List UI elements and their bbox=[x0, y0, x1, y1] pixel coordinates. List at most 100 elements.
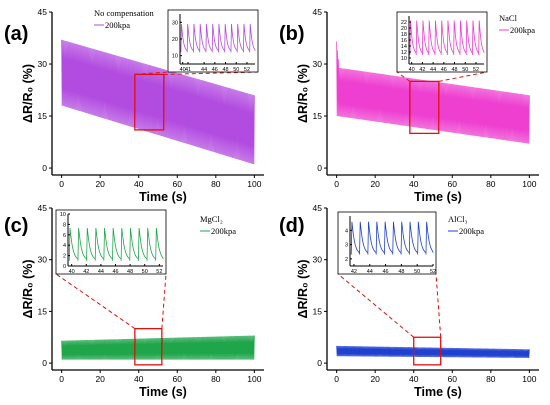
y-tick-label: 45 bbox=[38, 7, 48, 17]
inset-y-tick-label: 0 bbox=[63, 264, 66, 270]
x-tick-label: 100 bbox=[522, 179, 536, 189]
x-tick-label: 80 bbox=[211, 179, 221, 189]
y-tick-label: 30 bbox=[38, 255, 48, 265]
legend-series-label: 200kpa bbox=[211, 226, 236, 236]
inset-x-tick-label: 42 bbox=[83, 269, 89, 275]
x-tick-label: 0 bbox=[59, 179, 64, 189]
y-tick-label: 45 bbox=[313, 203, 323, 213]
inset-data-series bbox=[409, 20, 485, 56]
x-tick-label: 60 bbox=[173, 179, 183, 189]
data-series-200kpa bbox=[61, 335, 255, 360]
zoom-connector-left bbox=[337, 273, 415, 338]
x-tick-label: 100 bbox=[247, 374, 261, 384]
inset-data-series bbox=[350, 221, 434, 255]
inset-y-tick-label: 16 bbox=[401, 38, 407, 44]
zoom-connector-left bbox=[55, 273, 136, 330]
x-axis-title: Time (s) bbox=[139, 190, 187, 204]
y-tick-label: 30 bbox=[38, 59, 48, 69]
y-tick-label: 15 bbox=[38, 111, 48, 121]
inset-x-tick-label: 44 bbox=[201, 67, 207, 73]
x-tick-label: 20 bbox=[95, 179, 105, 189]
zoom-region-box bbox=[413, 336, 442, 366]
y-axis-title: ΔR/R₀ (%) bbox=[296, 259, 310, 318]
x-tick-label: 40 bbox=[134, 179, 144, 189]
inset-x-tick-label: 44 bbox=[98, 269, 104, 275]
y-tick-label: 45 bbox=[313, 7, 323, 17]
inset-y-tick-label: 22 bbox=[401, 20, 407, 26]
zoom-region-box bbox=[134, 73, 165, 131]
y-tick-label: 45 bbox=[38, 203, 48, 213]
y-tick-label: 0 bbox=[42, 358, 47, 368]
data-series-200kpa bbox=[336, 345, 530, 358]
y-axis-title: ΔR/R₀ (%) bbox=[21, 259, 35, 318]
inset-x-tick-label: 41 bbox=[185, 67, 191, 73]
chart-panel-b: 0 20 40 60 80 100 0 15 30 45 Time (s) ΔR/R₀ (%) (b) 4… bbox=[279, 7, 539, 204]
x-tick-label: 20 bbox=[370, 179, 380, 189]
inset-x-tick-label: 40 bbox=[69, 269, 75, 275]
inset-y-tick-label: 2 bbox=[345, 257, 348, 263]
inset-data-series bbox=[180, 23, 256, 53]
inset-y-tick-label: 14 bbox=[401, 44, 407, 50]
inset-y-tick-label: 12 bbox=[401, 50, 407, 56]
y-axis-title: ΔR/R₀ (%) bbox=[21, 64, 35, 123]
panel-label: (d) bbox=[279, 215, 305, 237]
x-tick-label: 40 bbox=[134, 374, 144, 384]
inset-y-tick-label: 3 bbox=[345, 243, 348, 249]
legend-series-label: 200kpa bbox=[105, 20, 130, 30]
y-tick-label: 15 bbox=[313, 306, 323, 316]
zoom-connector-right bbox=[438, 71, 488, 82]
inset-x-tick-label: 42 bbox=[419, 67, 425, 73]
inset-y-tick-label: 6 bbox=[63, 233, 66, 239]
inset-x-tick-label: 50 bbox=[142, 269, 148, 275]
x-axis-title: Time (s) bbox=[139, 385, 187, 399]
inset-chart: 42 44 46 48 50 52 2 3 4 bbox=[337, 211, 437, 275]
chart-panel-a: 0 20 40 60 80 100 0 15 30 45 Time (s) ΔR/R₀ (%) (a) 4… bbox=[4, 7, 264, 204]
inset-x-tick-label: 52 bbox=[473, 67, 479, 73]
inset-y-tick-label: 2 bbox=[63, 254, 66, 260]
legend: No compensation 200kpa bbox=[94, 8, 154, 30]
inset-x-tick-label: 50 bbox=[414, 269, 420, 275]
legend: AlCl₃ 200kpa bbox=[448, 214, 484, 236]
inset-y-tick-label: 10 bbox=[172, 54, 178, 60]
zoom-connector-right bbox=[435, 273, 442, 338]
x-axis-title: Time (s) bbox=[414, 190, 462, 204]
zoom-connector-right bbox=[161, 273, 167, 329]
x-tick-label: 40 bbox=[409, 374, 419, 384]
x-tick-label: 20 bbox=[370, 374, 380, 384]
inset-x-tick-label: 44 bbox=[367, 269, 373, 275]
inset-x-tick-label: 46 bbox=[212, 67, 218, 73]
inset-x-tick-label: 50 bbox=[233, 67, 239, 73]
inset-x-tick-label: 52 bbox=[430, 269, 436, 275]
inset-x-tick-label: 52 bbox=[244, 67, 250, 73]
inset-chart: 40 41 44 46 48 50 52 10 20 30 bbox=[167, 9, 259, 73]
x-tick-label: 80 bbox=[486, 374, 496, 384]
y-tick-label: 15 bbox=[38, 306, 48, 316]
inset-y-tick-label: 20 bbox=[401, 26, 407, 32]
inset-x-tick-label: 48 bbox=[398, 269, 404, 275]
y-tick-label: 0 bbox=[317, 163, 322, 173]
zoom-connector-right bbox=[163, 71, 259, 75]
inset-x-tick-label: 44 bbox=[430, 67, 436, 73]
inset-y-tick-label: 10 bbox=[401, 56, 407, 62]
x-tick-label: 0 bbox=[334, 179, 339, 189]
x-tick-label: 0 bbox=[59, 374, 64, 384]
data-series-200kpa bbox=[61, 39, 255, 165]
legend-series-label: 200kpa bbox=[510, 25, 535, 35]
legend-title: MgCl₂ bbox=[200, 214, 223, 224]
inset-y-tick-label: 20 bbox=[172, 37, 178, 43]
y-tick-label: 0 bbox=[317, 358, 322, 368]
inset-x-tick-label: 52 bbox=[156, 269, 162, 275]
x-tick-label: 40 bbox=[409, 179, 419, 189]
x-tick-label: 60 bbox=[448, 374, 458, 384]
legend: NaCl 200kpa bbox=[499, 13, 535, 35]
chart-panel-d: 0 20 40 60 80 100 0 15 30 45 Time (s) ΔR/R₀ (%) (d) 4… bbox=[279, 203, 539, 399]
zoom-region-box bbox=[409, 80, 440, 135]
legend-title: AlCl₃ bbox=[448, 214, 468, 224]
inset-x-tick-label: 48 bbox=[222, 67, 228, 73]
inset-data-series bbox=[68, 227, 164, 261]
y-tick-label: 0 bbox=[42, 163, 47, 173]
inset-x-tick-label: 48 bbox=[127, 269, 133, 275]
